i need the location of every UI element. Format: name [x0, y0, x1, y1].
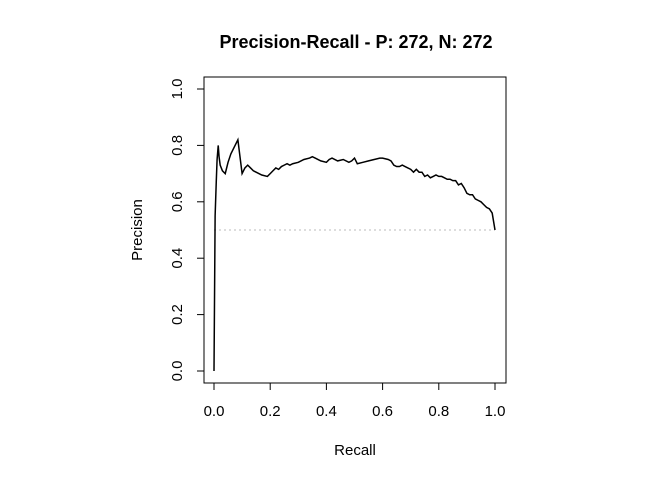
- y-axis: 0.0 0.2 0.4 0.6 0.8 1.0: [169, 79, 205, 382]
- x-tick-label: 0.4: [316, 403, 337, 420]
- x-tick-label: 1.0: [485, 403, 506, 420]
- x-tick-label: 0.0: [204, 403, 225, 420]
- y-tick-label: 0.4: [169, 248, 186, 269]
- y-tick-label: 0.6: [169, 191, 186, 212]
- y-tick-label: 0.8: [169, 135, 186, 156]
- x-tick-label: 0.2: [260, 403, 281, 420]
- plot-area: [203, 76, 507, 384]
- x-axis: 0.0 0.2 0.4 0.6 0.8 1.0: [204, 382, 506, 420]
- y-tick-label: 1.0: [169, 79, 186, 100]
- y-axis-label: Precision: [129, 199, 146, 261]
- series-line: [213, 137, 496, 372]
- y-tick-label: 0.0: [169, 361, 186, 382]
- x-tick-label: 0.8: [428, 403, 449, 420]
- chart-title: Precision-Recall - P: 272, N: 272: [219, 32, 492, 52]
- x-axis-label: Recall: [334, 442, 376, 459]
- y-tick-label: 0.2: [169, 304, 186, 325]
- x-tick-label: 0.6: [372, 403, 393, 420]
